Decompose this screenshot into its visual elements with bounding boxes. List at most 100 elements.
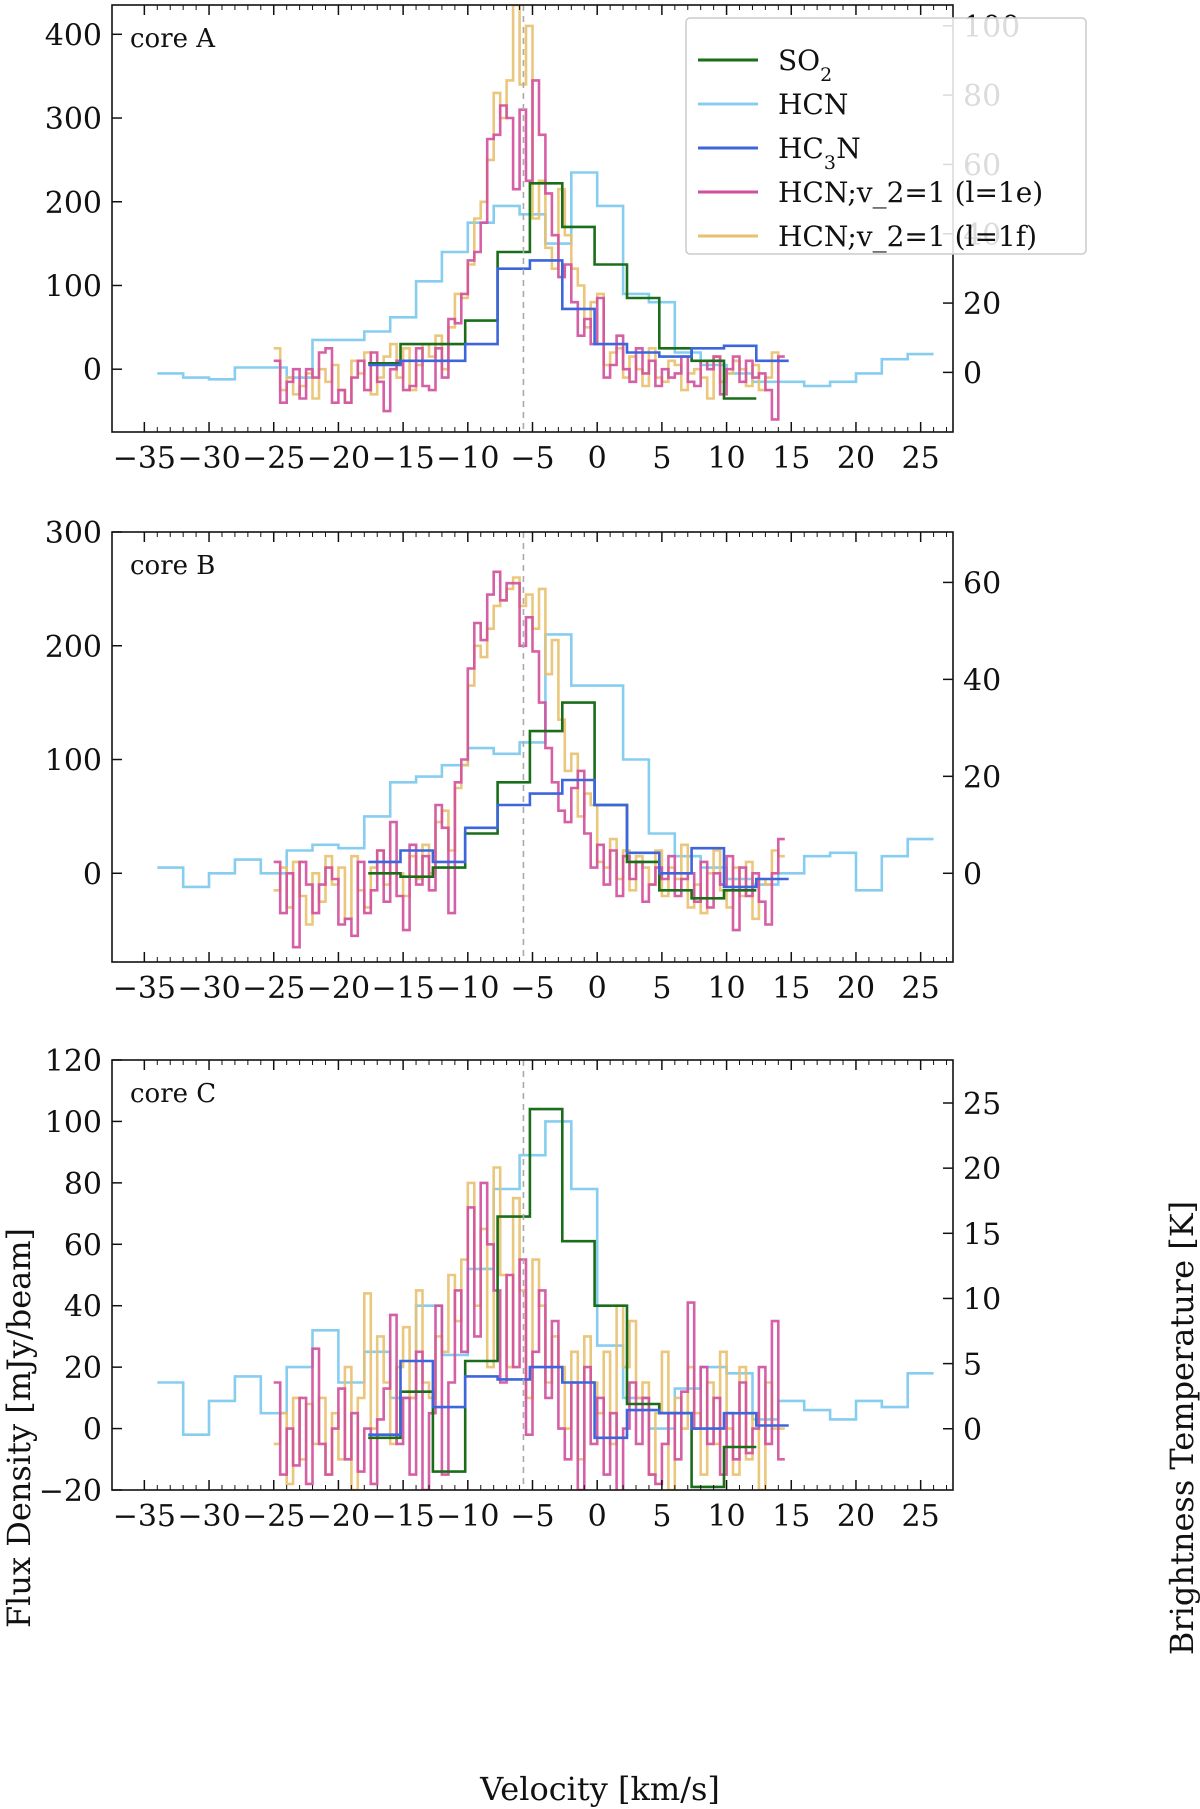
legend-entry-hc3n: HC3 N bbox=[698, 132, 861, 174]
x-axis-title: Velocity [km/s] bbox=[479, 1770, 720, 1808]
x-tick-label: −20 bbox=[307, 1499, 370, 1534]
y2-tick-label: 20 bbox=[963, 287, 1001, 322]
legend-entry-hcn: HCN bbox=[698, 88, 848, 121]
panel-core-b: −35 −30 −25 −20 −15 −10 −5 0 5 10 15 20 250100200300… bbox=[45, 516, 1001, 1006]
x-tick-label: 10 bbox=[707, 441, 745, 476]
x-tick-label: −20 bbox=[307, 441, 370, 476]
x-tick-label: −35 bbox=[113, 441, 176, 476]
x-tick-label: 5 bbox=[652, 1499, 671, 1534]
series-so2 bbox=[368, 1107, 757, 1489]
legend-frame bbox=[685, 17, 1087, 255]
x-tick-label: 0 bbox=[588, 1499, 607, 1534]
x-tick-label: 10 bbox=[707, 971, 745, 1006]
x-tick-label: −15 bbox=[371, 971, 434, 1006]
y-tick-label: 0 bbox=[83, 1413, 102, 1448]
x-tick-label: 20 bbox=[837, 1499, 875, 1534]
x-tick-label: 15 bbox=[772, 1499, 810, 1534]
y2-tick-label: 0 bbox=[963, 356, 982, 391]
x-tick-label: −25 bbox=[242, 441, 305, 476]
x-tick-label: −30 bbox=[177, 441, 240, 476]
x-tick-label: −15 bbox=[371, 441, 434, 476]
x-tick-label: 5 bbox=[652, 971, 671, 1006]
y2-tick-label: 0 bbox=[963, 1413, 982, 1448]
series-group bbox=[157, 1107, 934, 1490]
y-tick-label: 20 bbox=[64, 1351, 102, 1386]
y-tick-label: 200 bbox=[45, 186, 102, 221]
y2-tick-label: 25 bbox=[963, 1087, 1001, 1122]
series-hc3n bbox=[368, 1359, 789, 1440]
panel-label: core C bbox=[130, 1079, 216, 1109]
x-tick-label: −25 bbox=[242, 1499, 305, 1534]
y-tick-label: 80 bbox=[64, 1167, 102, 1202]
x-tick-label: 0 bbox=[588, 441, 607, 476]
x-tick-label: −35 bbox=[113, 1499, 176, 1534]
y-tick-label: 0 bbox=[83, 857, 102, 892]
series-hcn-v2-1e bbox=[273, 79, 785, 421]
x-tick-label: 25 bbox=[902, 971, 940, 1006]
legend: SO2 HCN HC3 N HCN;v_2=1 (l=1e) HCN;v_2=1… bbox=[685, 17, 1087, 255]
panels: −35 −30 −25 −20 −15 −10 −5 0 5 10 15 20 250100200300… bbox=[39, 4, 1020, 1534]
x-tick-label: 25 bbox=[902, 1499, 940, 1534]
y-tick-label: 200 bbox=[45, 630, 102, 665]
x-tick-label: −10 bbox=[436, 441, 499, 476]
x-tick-label: −25 bbox=[242, 971, 305, 1006]
y2-tick-label: 5 bbox=[963, 1348, 982, 1383]
legend-label-hcn: HCN bbox=[778, 88, 848, 121]
y-axis-title-right: Brightness Temperature [K] bbox=[1163, 1201, 1200, 1655]
x-tick-label: −10 bbox=[436, 971, 499, 1006]
series-hcn-v2-1e bbox=[273, 570, 785, 949]
legend-label-so2: SO2 bbox=[778, 44, 832, 86]
y-tick-label: 100 bbox=[45, 744, 102, 779]
x-tick-label: −30 bbox=[177, 971, 240, 1006]
x-tick-label: 15 bbox=[772, 441, 810, 476]
y2-tick-label: 60 bbox=[963, 566, 1001, 601]
x-tick-label: −20 bbox=[307, 971, 370, 1006]
x-tick-label: 5 bbox=[652, 441, 671, 476]
x-tick-label: −10 bbox=[436, 1499, 499, 1534]
y-tick-label: 400 bbox=[45, 18, 102, 53]
y-axis-title-left: Flux Density [mJy/beam] bbox=[0, 1228, 38, 1628]
y2-tick-label: 20 bbox=[963, 1152, 1001, 1187]
x-tick-label: −5 bbox=[510, 971, 554, 1006]
x-tick-label: 20 bbox=[837, 971, 875, 1006]
series-group bbox=[157, 570, 934, 949]
series-group bbox=[157, 5, 934, 421]
series-hcn bbox=[157, 1120, 934, 1436]
x-tick-label: 0 bbox=[588, 971, 607, 1006]
y-tick-label: −20 bbox=[39, 1474, 102, 1509]
series-hc3n bbox=[368, 778, 789, 889]
legend-entry-so2: SO2 bbox=[698, 44, 832, 86]
legend-label-hc3n: HC3 N bbox=[778, 132, 861, 174]
x-tick-label: 10 bbox=[707, 1499, 745, 1534]
x-tick-label: 20 bbox=[837, 441, 875, 476]
y-tick-label: 40 bbox=[64, 1290, 102, 1325]
series-so2 bbox=[368, 701, 757, 900]
y-tick-label: 100 bbox=[45, 269, 102, 304]
y2-tick-label: 10 bbox=[963, 1282, 1001, 1317]
x-tick-label: −35 bbox=[113, 971, 176, 1006]
y-tick-label: 300 bbox=[45, 102, 102, 137]
x-tick-label: −5 bbox=[510, 441, 554, 476]
y2-tick-label: 0 bbox=[963, 857, 982, 892]
legend-entry-hcn-v2-1e: HCN;v_2=1 (l=1e) bbox=[698, 176, 1043, 209]
legend-label-hcn-v2-1f: HCN;v_2=1 (l=1f) bbox=[778, 220, 1037, 253]
y-tick-label: 300 bbox=[45, 516, 102, 551]
y-tick-label: 60 bbox=[64, 1228, 102, 1263]
x-tick-label: −5 bbox=[510, 1499, 554, 1534]
series-hc3n bbox=[368, 259, 789, 367]
legend-entry-hcn-v2-1f: HCN;v_2=1 (l=1f) bbox=[698, 220, 1037, 253]
panel-label: core B bbox=[130, 551, 215, 581]
panel-label: core A bbox=[130, 24, 216, 54]
panel-core-c: −35 −30 −25 −20 −15 −10 −5 0 5 10 15 20 25−200204060… bbox=[39, 1044, 1002, 1534]
y-tick-label: 120 bbox=[45, 1044, 102, 1079]
y2-tick-label: 15 bbox=[963, 1217, 1001, 1252]
y-tick-label: 100 bbox=[45, 1105, 102, 1140]
x-tick-label: −15 bbox=[371, 1499, 434, 1534]
legend-label-hcn-v2-1e: HCN;v_2=1 (l=1e) bbox=[778, 176, 1043, 209]
x-tick-label: 15 bbox=[772, 971, 810, 1006]
y-tick-label: 0 bbox=[83, 353, 102, 388]
y2-tick-label: 20 bbox=[963, 760, 1001, 795]
x-tick-label: −30 bbox=[177, 1499, 240, 1534]
y2-tick-label: 40 bbox=[963, 663, 1001, 698]
